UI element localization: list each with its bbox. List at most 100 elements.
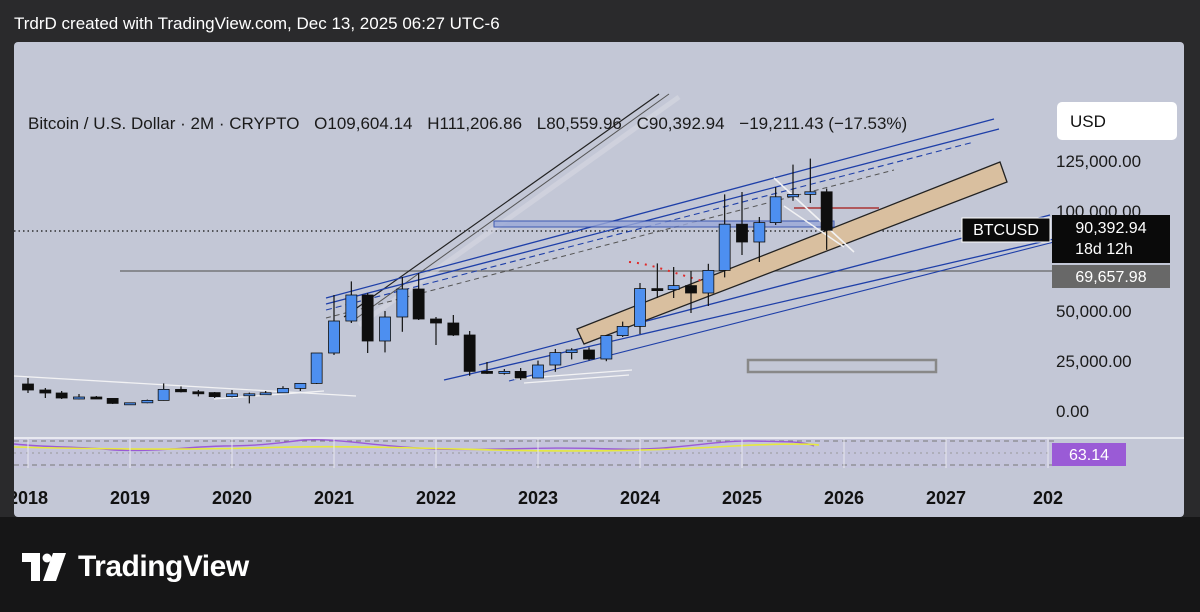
footer-bar	[0, 517, 1200, 612]
candle[interactable]	[736, 192, 748, 255]
candle-body	[192, 391, 205, 395]
candle-body	[804, 191, 817, 195]
rsi-tag-bg	[1052, 443, 1126, 466]
candle[interactable]	[702, 263, 715, 306]
candle-body	[39, 389, 52, 394]
candle[interactable]	[412, 273, 425, 320]
candle[interactable]	[345, 281, 358, 323]
symbol-tag: BTCUSD	[973, 222, 1039, 239]
candle-body	[753, 222, 766, 243]
candle-body	[549, 352, 562, 366]
candle-body	[634, 288, 646, 327]
candle[interactable]	[804, 158, 817, 203]
candle-body	[175, 388, 187, 393]
candle-body	[787, 193, 799, 198]
candle-body	[702, 269, 715, 294]
candle-body	[651, 288, 664, 292]
candle[interactable]	[820, 188, 833, 250]
candle[interactable]	[447, 315, 460, 336]
candle[interactable]	[294, 382, 307, 391]
candle[interactable]	[259, 391, 272, 396]
chart-caption: TrdrD created with TradingView.com, Dec …	[14, 14, 500, 33]
candle[interactable]	[549, 349, 562, 372]
candle[interactable]	[73, 394, 85, 400]
candle[interactable]	[106, 397, 119, 404]
x-tick-label: 2021	[314, 488, 354, 508]
candle-body	[447, 322, 460, 336]
candle-body	[208, 392, 221, 398]
symbol-tag-bg	[961, 217, 1051, 243]
x-tick-label: 2026	[824, 488, 864, 508]
candle-body	[481, 370, 493, 374]
candle[interactable]	[753, 217, 766, 262]
candle[interactable]	[328, 295, 340, 355]
candle-countdown: 18d 12h	[1075, 241, 1133, 258]
y-tick-label: 125,000.00	[1056, 152, 1141, 171]
candle[interactable]	[22, 378, 34, 393]
candle[interactable]	[226, 390, 238, 398]
candle[interactable]	[463, 331, 476, 376]
candle-body	[106, 397, 119, 404]
level-tag-bg	[1052, 265, 1170, 288]
candle-body	[379, 316, 391, 342]
candle[interactable]	[616, 321, 629, 337]
candle[interactable]	[667, 267, 680, 298]
candle-body	[514, 370, 527, 379]
candle-body	[157, 388, 170, 401]
candle[interactable]	[651, 263, 664, 298]
candle[interactable]	[361, 293, 374, 353]
candle[interactable]	[192, 390, 205, 397]
candle[interactable]	[532, 360, 544, 379]
channel-lower-3	[508, 241, 1055, 382]
price-chart[interactable]: 125,000.00100,000.0050,000.0025,000.000.…	[14, 42, 1184, 517]
currency-button[interactable]: USD	[1057, 102, 1177, 140]
candle[interactable]	[787, 164, 799, 201]
candle[interactable]	[769, 187, 782, 225]
candle[interactable]	[90, 396, 103, 400]
candle[interactable]	[718, 194, 731, 278]
candle[interactable]	[277, 386, 289, 394]
candle[interactable]	[175, 386, 187, 393]
level-tag: 69,657.98	[1075, 269, 1146, 286]
candle[interactable]	[379, 311, 391, 353]
candle-body	[243, 393, 256, 397]
candle-body	[141, 399, 154, 404]
channel-upper-1	[325, 118, 995, 299]
rsi-line	[14, 438, 815, 452]
x-tick-label: 2020	[212, 488, 252, 508]
candle[interactable]	[208, 392, 221, 398]
candle[interactable]	[157, 383, 170, 401]
candle[interactable]	[310, 352, 323, 384]
x-axis: 2018 2019 2020 2021 2022 2023 2024 2025 2026 2027…	[14, 438, 1063, 508]
candle[interactable]	[600, 335, 613, 362]
candle[interactable]	[55, 391, 68, 399]
candle[interactable]	[396, 277, 409, 332]
legend-change: −19,211.43 (−17.53%)	[739, 114, 908, 133]
channel-upper-2	[325, 128, 1000, 305]
legend-open: O109,604.14	[314, 114, 413, 133]
candle[interactable]	[243, 392, 256, 404]
candle[interactable]	[124, 402, 136, 406]
legend-symbol[interactable]: Bitcoin / U.S. Dollar · 2M · CRYPTO	[28, 114, 300, 133]
candle[interactable]	[634, 283, 646, 334]
base-line-3	[513, 369, 633, 380]
candle[interactable]	[141, 399, 154, 404]
chart-panel[interactable]: 125,000.00 100,000.00 50,000.00 25,000.00 0.…	[14, 42, 1184, 517]
candle[interactable]	[514, 368, 527, 380]
candle-body	[583, 349, 595, 360]
channel-upper-dashed-2	[325, 169, 895, 319]
candle[interactable]	[498, 369, 511, 375]
candle[interactable]	[685, 271, 697, 313]
candle[interactable]	[481, 362, 493, 374]
tradingview-logo-icon	[22, 553, 66, 581]
candle[interactable]	[39, 388, 52, 398]
legend-high: H111,206.86	[427, 114, 523, 133]
candle-body	[73, 396, 85, 400]
candle[interactable]	[583, 347, 595, 361]
candles-group	[22, 158, 833, 406]
channel-lower-1	[478, 214, 1051, 366]
candle[interactable]	[430, 317, 442, 345]
candle-body	[685, 285, 697, 294]
x-tick-label: 2019	[110, 488, 150, 508]
candle[interactable]	[565, 348, 578, 360]
